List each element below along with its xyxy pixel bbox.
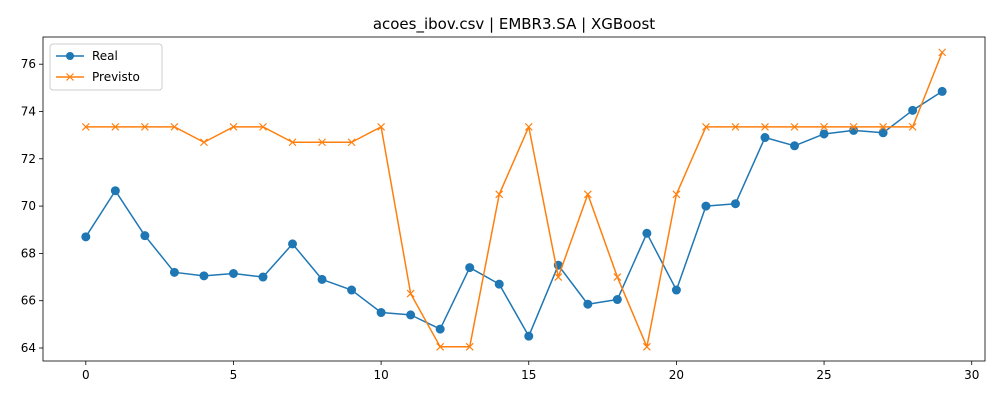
y-tick-label: 74 bbox=[21, 104, 36, 118]
data-point-real bbox=[376, 308, 386, 318]
data-point-real bbox=[819, 129, 829, 139]
data-point-previsto bbox=[259, 122, 267, 131]
data-point-previsto bbox=[731, 122, 740, 131]
data-point-previsto bbox=[318, 138, 326, 147]
data-point-previsto bbox=[702, 122, 710, 131]
series-real bbox=[81, 86, 947, 341]
x-tick-label: 5 bbox=[230, 368, 238, 382]
legend-marker-previsto bbox=[66, 73, 74, 81]
data-point-real bbox=[642, 228, 652, 238]
data-point-real bbox=[169, 267, 179, 277]
data-point-previsto bbox=[140, 122, 149, 131]
y-tick-label: 72 bbox=[21, 152, 36, 166]
chart-title: acoes_ibov.csv | EMBR3.SA | XGBoost bbox=[373, 15, 655, 34]
data-point-previsto bbox=[554, 273, 563, 281]
axes: 0 5 10 15 20 25 30 64 66 68 70 72 74 76 bbox=[21, 36, 986, 382]
data-point-previsto bbox=[111, 122, 120, 131]
data-point-real bbox=[701, 201, 711, 211]
data-point-real bbox=[908, 105, 918, 115]
data-point-previsto bbox=[820, 122, 828, 131]
data-point-real bbox=[612, 295, 622, 305]
plot-frame bbox=[42, 36, 986, 362]
legend-label-previsto: Previsto bbox=[92, 70, 140, 84]
data-point-real bbox=[228, 268, 238, 278]
series-previsto bbox=[81, 48, 947, 351]
data-point-previsto bbox=[465, 342, 474, 351]
x-tick-label: 25 bbox=[816, 368, 831, 382]
y-tick-label: 76 bbox=[21, 57, 36, 71]
x-tick-label: 15 bbox=[521, 368, 536, 382]
data-point-previsto bbox=[347, 138, 356, 147]
data-point-previsto bbox=[81, 122, 90, 131]
data-point-previsto bbox=[908, 122, 917, 131]
data-point-previsto bbox=[200, 138, 208, 147]
x-tick-label: 0 bbox=[82, 368, 90, 382]
data-point-real bbox=[937, 86, 947, 96]
data-point-real bbox=[730, 199, 740, 209]
data-point-previsto bbox=[761, 122, 769, 131]
data-point-previsto bbox=[436, 342, 445, 351]
data-point-previsto bbox=[583, 190, 592, 199]
data-point-real bbox=[878, 128, 888, 138]
data-point-previsto bbox=[229, 122, 238, 131]
y-tick-label: 70 bbox=[21, 199, 36, 213]
data-point-previsto bbox=[406, 289, 415, 298]
data-point-real bbox=[199, 271, 209, 281]
data-point-previsto bbox=[613, 273, 622, 281]
data-point-real bbox=[583, 299, 593, 309]
data-point-previsto bbox=[938, 48, 947, 57]
legend-label-real: Real bbox=[92, 49, 118, 63]
data-point-real bbox=[140, 231, 150, 241]
data-point-previsto bbox=[879, 122, 888, 131]
x-tick-label: 30 bbox=[964, 368, 979, 382]
data-point-previsto bbox=[495, 190, 504, 199]
data-point-real bbox=[494, 279, 504, 289]
series-line-previsto bbox=[85, 52, 943, 348]
data-point-real bbox=[317, 274, 327, 284]
data-point-real bbox=[790, 141, 800, 151]
legend-marker-real bbox=[66, 52, 74, 60]
x-tick-label: 20 bbox=[669, 368, 684, 382]
x-tick-label: 10 bbox=[373, 368, 388, 382]
plot-area bbox=[81, 48, 947, 351]
data-point-real bbox=[671, 285, 681, 295]
legend-entry-previsto: Previsto bbox=[56, 70, 140, 84]
data-point-previsto bbox=[642, 342, 651, 351]
y-tick-label: 66 bbox=[21, 294, 36, 308]
data-point-previsto bbox=[790, 122, 799, 131]
data-point-real bbox=[288, 239, 298, 249]
data-point-previsto bbox=[288, 138, 297, 147]
data-point-previsto bbox=[849, 122, 858, 131]
data-point-real bbox=[110, 186, 120, 196]
series-line-real bbox=[85, 90, 943, 337]
data-point-real bbox=[347, 285, 357, 295]
data-point-real bbox=[81, 232, 91, 242]
data-point-real bbox=[524, 331, 534, 341]
legend-entry-real: Real bbox=[56, 49, 118, 63]
data-point-real bbox=[435, 324, 445, 334]
y-tick-label: 68 bbox=[21, 246, 36, 260]
data-point-real bbox=[258, 272, 268, 282]
legend: Real Previsto bbox=[49, 43, 163, 91]
data-point-previsto bbox=[524, 122, 533, 131]
data-point-real bbox=[406, 310, 416, 320]
data-point-previsto bbox=[377, 122, 386, 131]
data-point-previsto bbox=[672, 190, 681, 199]
data-point-previsto bbox=[170, 122, 179, 131]
y-tick-label: 64 bbox=[21, 341, 36, 355]
data-point-real bbox=[465, 263, 475, 273]
data-point-real bbox=[760, 133, 770, 143]
